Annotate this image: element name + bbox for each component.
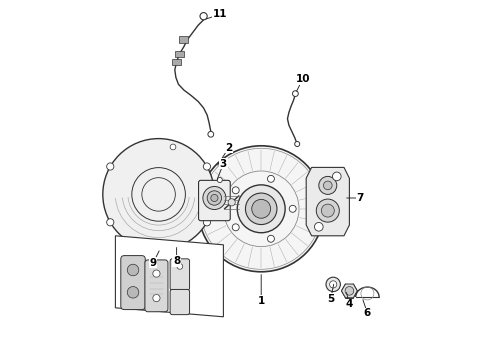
FancyBboxPatch shape xyxy=(175,51,184,57)
Circle shape xyxy=(323,181,332,190)
Circle shape xyxy=(127,264,139,276)
Circle shape xyxy=(170,144,176,150)
Circle shape xyxy=(232,224,239,231)
Circle shape xyxy=(153,270,160,277)
Text: 10: 10 xyxy=(295,74,310,84)
Circle shape xyxy=(208,131,214,137)
Circle shape xyxy=(203,219,211,226)
FancyBboxPatch shape xyxy=(170,289,190,315)
Text: 4: 4 xyxy=(346,299,353,309)
Circle shape xyxy=(326,277,341,292)
FancyBboxPatch shape xyxy=(170,259,190,290)
Text: 1: 1 xyxy=(258,296,265,306)
Circle shape xyxy=(237,185,285,233)
Circle shape xyxy=(207,191,221,205)
FancyBboxPatch shape xyxy=(172,59,181,65)
Text: 11: 11 xyxy=(213,9,227,19)
Circle shape xyxy=(198,146,324,272)
Text: 5: 5 xyxy=(327,294,334,304)
Circle shape xyxy=(319,176,337,194)
Circle shape xyxy=(177,264,183,269)
Text: 6: 6 xyxy=(364,308,371,318)
Circle shape xyxy=(330,281,337,288)
Circle shape xyxy=(211,194,218,202)
Circle shape xyxy=(203,186,226,210)
Circle shape xyxy=(127,287,139,298)
Circle shape xyxy=(107,219,114,226)
Circle shape xyxy=(289,205,296,212)
Circle shape xyxy=(293,91,298,96)
Circle shape xyxy=(268,175,274,182)
Circle shape xyxy=(232,187,239,194)
Circle shape xyxy=(203,163,211,170)
Circle shape xyxy=(345,287,354,295)
FancyBboxPatch shape xyxy=(179,36,188,43)
Circle shape xyxy=(153,294,160,302)
Circle shape xyxy=(333,172,341,181)
Text: 8: 8 xyxy=(173,256,180,266)
Circle shape xyxy=(217,177,222,183)
Circle shape xyxy=(103,139,215,250)
Circle shape xyxy=(228,199,235,206)
Circle shape xyxy=(200,13,207,20)
Polygon shape xyxy=(116,236,223,317)
Polygon shape xyxy=(342,284,357,298)
Circle shape xyxy=(321,204,334,217)
Circle shape xyxy=(315,222,323,231)
Circle shape xyxy=(316,199,339,222)
Text: 3: 3 xyxy=(220,159,227,169)
Polygon shape xyxy=(306,167,349,236)
FancyBboxPatch shape xyxy=(145,260,168,312)
Circle shape xyxy=(245,193,277,225)
Text: 9: 9 xyxy=(149,258,157,268)
Text: 2: 2 xyxy=(225,143,232,153)
Circle shape xyxy=(252,199,270,218)
Circle shape xyxy=(268,235,274,242)
Circle shape xyxy=(294,141,300,147)
Circle shape xyxy=(107,163,114,170)
FancyBboxPatch shape xyxy=(198,180,230,221)
FancyBboxPatch shape xyxy=(121,256,145,310)
Text: 7: 7 xyxy=(357,193,364,203)
